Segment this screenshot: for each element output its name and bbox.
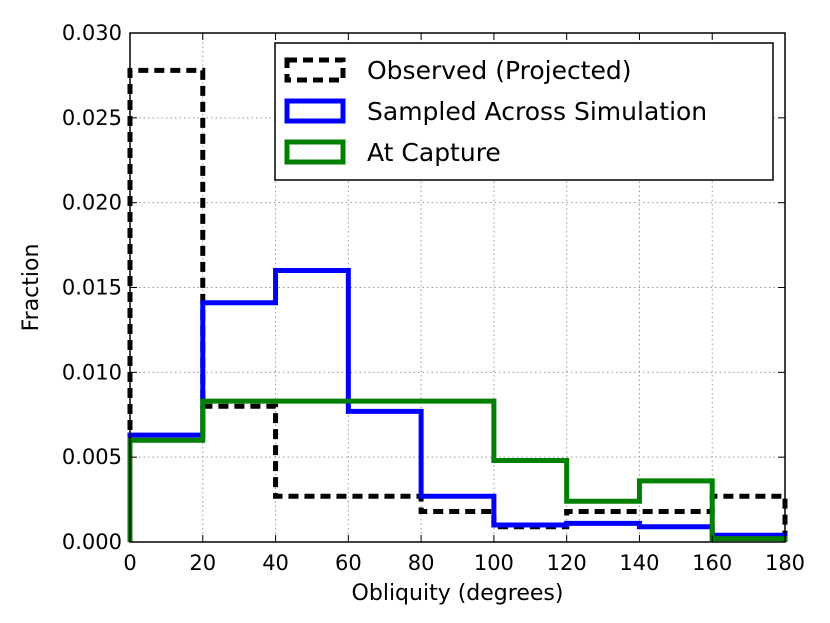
x-tick-label: 100	[474, 551, 514, 575]
legend-swatch	[284, 98, 346, 124]
legend-label: At Capture	[367, 138, 501, 167]
legend-items: Observed (Projected) Sampled Across Simul…	[284, 56, 707, 167]
y-tick-label: 0.005	[62, 445, 122, 469]
legend-box	[274, 42, 774, 181]
y-tick-label: 0.030	[62, 21, 122, 45]
x-tick-label: 160	[692, 551, 732, 575]
x-tick-label: 0	[123, 551, 136, 575]
x-tick-label: 60	[335, 551, 362, 575]
x-tick-label: 180	[765, 551, 805, 575]
y-axis-label: Fraction	[19, 244, 44, 332]
y-tick-label: 0.010	[62, 360, 122, 384]
legend-swatch	[284, 57, 346, 83]
series-sampled-across-simulation	[127, 268, 788, 542]
x-tick-label: 120	[547, 551, 587, 575]
axis-ticks	[129, 32, 786, 543]
series-at-capture	[127, 398, 788, 542]
legend-label: Observed (Projected)	[367, 56, 632, 85]
x-tick-label: 20	[189, 551, 216, 575]
x-tick-label: 40	[262, 551, 289, 575]
y-tick-label: 0.025	[62, 106, 122, 130]
x-tick-label: 140	[619, 551, 659, 575]
legend-label: Sampled Across Simulation	[367, 97, 707, 126]
x-tick-label: 80	[408, 551, 435, 575]
series-layer	[127, 67, 788, 542]
tick-labels: 0 20 40 60 80 100 120 140 160 180 0.000 0.005 0.010 0…	[62, 21, 805, 575]
y-tick-label: 0.000	[62, 530, 122, 554]
y-tick-label: 0.015	[62, 276, 122, 300]
legend-swatch	[284, 139, 346, 165]
y-tick-label: 0.020	[62, 191, 122, 215]
x-axis-label: Obliquity (degrees)	[352, 581, 564, 606]
legend: Observed (Projected) Sampled Across Simul…	[274, 42, 774, 181]
